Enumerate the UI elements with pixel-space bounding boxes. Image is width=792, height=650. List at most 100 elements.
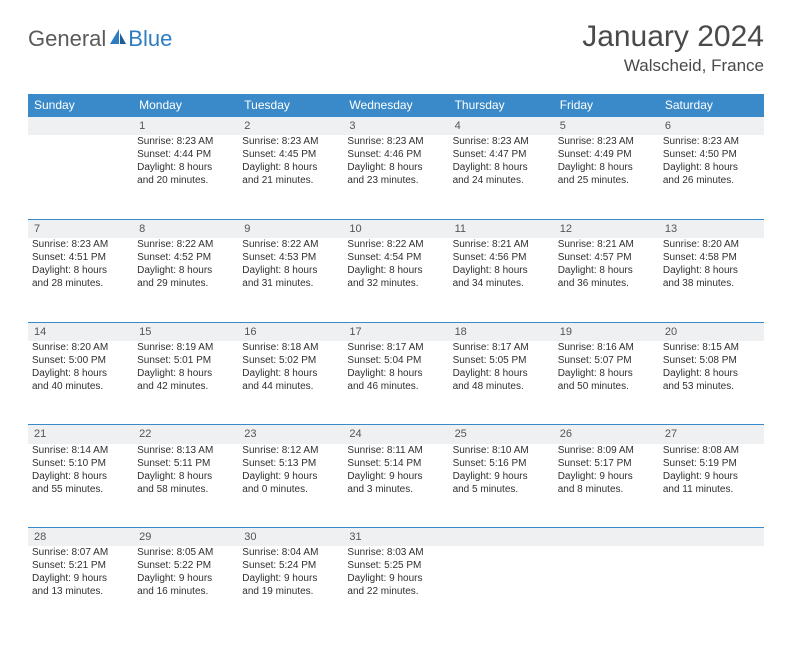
daylight-text: Daylight: 8 hours (663, 264, 760, 277)
sunset-text: Sunset: 4:47 PM (453, 148, 550, 161)
day-number-cell: 12 (554, 219, 659, 238)
day-number-cell: 8 (133, 219, 238, 238)
daylight-text: and 19 minutes. (242, 585, 339, 598)
day-number-cell: 22 (133, 425, 238, 444)
day-number-cell: 13 (659, 219, 764, 238)
sunset-text: Sunset: 5:11 PM (137, 457, 234, 470)
weekday-header: Thursday (449, 94, 554, 117)
day-number-cell: 7 (28, 219, 133, 238)
day-cell (554, 546, 659, 630)
daylight-text: Daylight: 8 hours (242, 264, 339, 277)
daylight-text: Daylight: 9 hours (242, 470, 339, 483)
daylight-text: and 36 minutes. (558, 277, 655, 290)
sunrise-text: Sunrise: 8:21 AM (558, 238, 655, 251)
sunset-text: Sunset: 5:25 PM (347, 559, 444, 572)
weekday-header: Wednesday (343, 94, 448, 117)
daylight-text: and 31 minutes. (242, 277, 339, 290)
day-cell: Sunrise: 8:23 AMSunset: 4:50 PMDaylight:… (659, 135, 764, 219)
weekday-header: Saturday (659, 94, 764, 117)
weekday-header-row: Sunday Monday Tuesday Wednesday Thursday… (28, 94, 764, 117)
sunrise-text: Sunrise: 8:23 AM (137, 135, 234, 148)
daylight-text: and 21 minutes. (242, 174, 339, 187)
day-cell: Sunrise: 8:23 AMSunset: 4:46 PMDaylight:… (343, 135, 448, 219)
day-cell: Sunrise: 8:13 AMSunset: 5:11 PMDaylight:… (133, 444, 238, 528)
day-content-row: Sunrise: 8:07 AMSunset: 5:21 PMDaylight:… (28, 546, 764, 630)
sunset-text: Sunset: 5:10 PM (32, 457, 129, 470)
sunrise-text: Sunrise: 8:18 AM (242, 341, 339, 354)
sunrise-text: Sunrise: 8:09 AM (558, 444, 655, 457)
weekday-header: Friday (554, 94, 659, 117)
day-number-cell: 21 (28, 425, 133, 444)
day-number-cell (659, 528, 764, 547)
sunset-text: Sunset: 5:04 PM (347, 354, 444, 367)
day-cell: Sunrise: 8:12 AMSunset: 5:13 PMDaylight:… (238, 444, 343, 528)
daylight-text: and 23 minutes. (347, 174, 444, 187)
day-number-row: 78910111213 (28, 219, 764, 238)
weekday-header: Sunday (28, 94, 133, 117)
sunrise-text: Sunrise: 8:23 AM (453, 135, 550, 148)
day-cell: Sunrise: 8:17 AMSunset: 5:05 PMDaylight:… (449, 341, 554, 425)
daylight-text: and 24 minutes. (453, 174, 550, 187)
daylight-text: and 16 minutes. (137, 585, 234, 598)
daylight-text: and 22 minutes. (347, 585, 444, 598)
day-number-cell: 29 (133, 528, 238, 547)
sunrise-text: Sunrise: 8:19 AM (137, 341, 234, 354)
day-number-cell: 20 (659, 322, 764, 341)
sunset-text: Sunset: 5:00 PM (32, 354, 129, 367)
day-number-cell (554, 528, 659, 547)
sunrise-text: Sunrise: 8:23 AM (558, 135, 655, 148)
daylight-text: Daylight: 8 hours (558, 264, 655, 277)
daylight-text: and 13 minutes. (32, 585, 129, 598)
daylight-text: Daylight: 9 hours (347, 470, 444, 483)
daylight-text: Daylight: 9 hours (137, 572, 234, 585)
day-cell: Sunrise: 8:14 AMSunset: 5:10 PMDaylight:… (28, 444, 133, 528)
daylight-text: and 53 minutes. (663, 380, 760, 393)
sunset-text: Sunset: 5:19 PM (663, 457, 760, 470)
daylight-text: and 29 minutes. (137, 277, 234, 290)
sunset-text: Sunset: 4:50 PM (663, 148, 760, 161)
daylight-text: Daylight: 9 hours (32, 572, 129, 585)
sunset-text: Sunset: 4:56 PM (453, 251, 550, 264)
day-number-cell: 4 (449, 117, 554, 136)
sunset-text: Sunset: 4:51 PM (32, 251, 129, 264)
daylight-text: Daylight: 8 hours (558, 161, 655, 174)
daylight-text: and 34 minutes. (453, 277, 550, 290)
sunrise-text: Sunrise: 8:15 AM (663, 341, 760, 354)
sunset-text: Sunset: 5:02 PM (242, 354, 339, 367)
daylight-text: Daylight: 8 hours (32, 367, 129, 380)
weekday-header: Monday (133, 94, 238, 117)
daylight-text: Daylight: 8 hours (663, 161, 760, 174)
day-cell: Sunrise: 8:23 AMSunset: 4:51 PMDaylight:… (28, 238, 133, 322)
logo: General Blue (28, 26, 172, 52)
daylight-text: Daylight: 8 hours (242, 367, 339, 380)
day-cell: Sunrise: 8:18 AMSunset: 5:02 PMDaylight:… (238, 341, 343, 425)
day-cell: Sunrise: 8:23 AMSunset: 4:49 PMDaylight:… (554, 135, 659, 219)
sunrise-text: Sunrise: 8:17 AM (453, 341, 550, 354)
sunset-text: Sunset: 5:22 PM (137, 559, 234, 572)
sunset-text: Sunset: 4:57 PM (558, 251, 655, 264)
sunrise-text: Sunrise: 8:03 AM (347, 546, 444, 559)
sunrise-text: Sunrise: 8:22 AM (137, 238, 234, 251)
sunrise-text: Sunrise: 8:08 AM (663, 444, 760, 457)
day-cell: Sunrise: 8:17 AMSunset: 5:04 PMDaylight:… (343, 341, 448, 425)
daylight-text: and 25 minutes. (558, 174, 655, 187)
daylight-text: Daylight: 8 hours (242, 161, 339, 174)
day-cell: Sunrise: 8:22 AMSunset: 4:53 PMDaylight:… (238, 238, 343, 322)
daylight-text: and 5 minutes. (453, 483, 550, 496)
day-number-cell: 17 (343, 322, 448, 341)
sunset-text: Sunset: 5:05 PM (453, 354, 550, 367)
day-cell: Sunrise: 8:09 AMSunset: 5:17 PMDaylight:… (554, 444, 659, 528)
day-number-cell: 25 (449, 425, 554, 444)
daylight-text: Daylight: 8 hours (347, 367, 444, 380)
sunset-text: Sunset: 5:08 PM (663, 354, 760, 367)
month-title: January 2024 (582, 20, 764, 54)
day-number-row: 28293031 (28, 528, 764, 547)
daylight-text: and 11 minutes. (663, 483, 760, 496)
daylight-text: and 44 minutes. (242, 380, 339, 393)
sunrise-text: Sunrise: 8:17 AM (347, 341, 444, 354)
sunset-text: Sunset: 4:52 PM (137, 251, 234, 264)
sunrise-text: Sunrise: 8:21 AM (453, 238, 550, 251)
day-number-cell: 18 (449, 322, 554, 341)
day-number-row: 123456 (28, 117, 764, 136)
calendar-table: Sunday Monday Tuesday Wednesday Thursday… (28, 94, 764, 630)
